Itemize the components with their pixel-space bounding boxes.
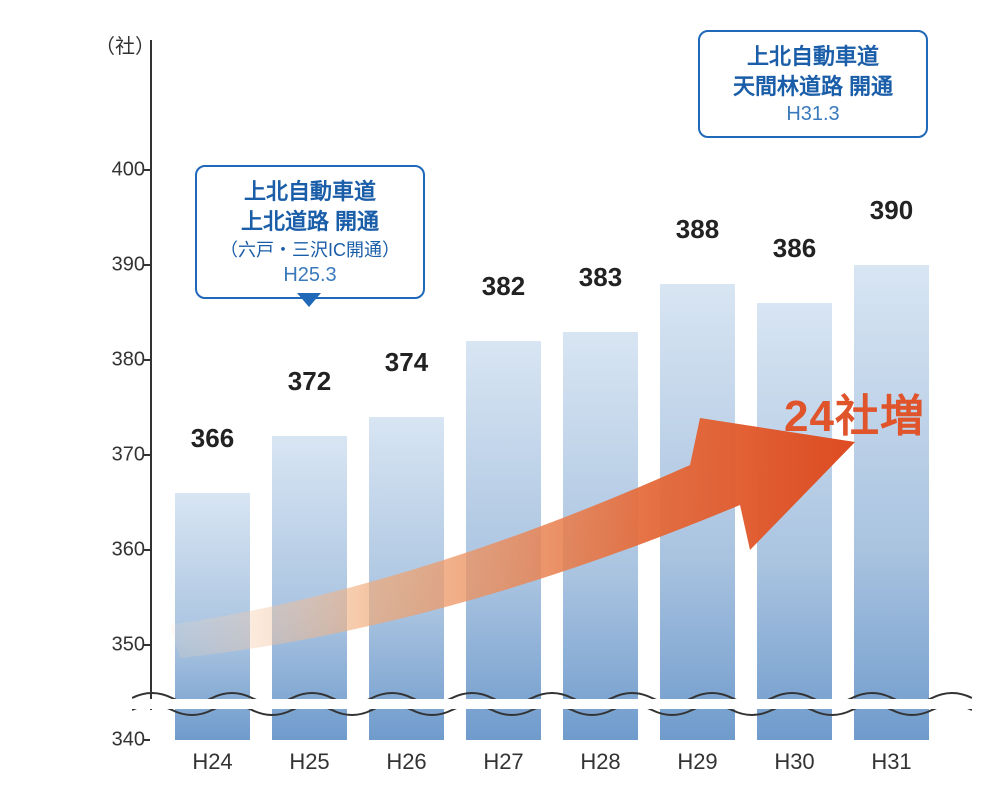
x-category-label: H29	[660, 749, 735, 775]
x-category-label: H26	[369, 749, 444, 775]
y-axis-unit-label: （社）	[95, 30, 155, 59]
growth-label: 24社増	[784, 380, 925, 444]
bar-value-label: 372	[272, 366, 347, 397]
y-tick-label: 400	[100, 159, 145, 182]
bar-value-label: 382	[466, 271, 541, 302]
callout-first-title-line2: 上北道路 開通	[213, 207, 407, 237]
callout-first-title-line1: 上北自動車道	[213, 177, 407, 207]
y-tick-label: 390	[100, 254, 145, 277]
bar-value-label: 383	[563, 262, 638, 293]
axis-break-icon	[132, 688, 972, 718]
bar-value-label: 366	[175, 423, 250, 454]
y-tick-mark	[144, 169, 150, 171]
y-tick-label: 340	[100, 729, 145, 752]
bar	[660, 284, 735, 740]
x-category-label: H24	[175, 749, 250, 775]
x-category-label: H28	[563, 749, 638, 775]
y-tick-label: 350	[100, 634, 145, 657]
y-tick-mark	[144, 264, 150, 266]
callout-second-date: H31.3	[716, 103, 910, 126]
bar	[563, 332, 638, 741]
x-category-label: H25	[272, 749, 347, 775]
callout-first: 上北自動車道 上北道路 開通 （六戸・三沢IC開通） H25.3	[195, 165, 425, 299]
x-category-label: H27	[466, 749, 541, 775]
y-tick-mark	[144, 359, 150, 361]
bar	[466, 341, 541, 740]
bar-value-label: 390	[854, 195, 929, 226]
y-tick-label: 380	[100, 349, 145, 372]
bar-value-label: 374	[369, 347, 444, 378]
callout-first-pointer-icon	[297, 293, 321, 307]
bar-value-label: 386	[757, 233, 832, 264]
x-category-label: H31	[854, 749, 929, 775]
bar	[757, 303, 832, 740]
callout-second-title-line2: 天間林道路 開通	[716, 72, 910, 102]
y-tick-label: 360	[100, 539, 145, 562]
callout-first-sub: （六戸・三沢IC開通）	[213, 236, 407, 262]
y-tick-label: 370	[100, 444, 145, 467]
y-tick-mark	[144, 739, 150, 741]
x-category-label: H30	[757, 749, 832, 775]
callout-second: 上北自動車道 天間林道路 開通 H31.3	[698, 30, 928, 138]
callout-second-title-line1: 上北自動車道	[716, 42, 910, 72]
bar	[854, 265, 929, 740]
y-tick-mark	[144, 549, 150, 551]
callout-first-date: H25.3	[213, 264, 407, 287]
y-tick-mark	[144, 454, 150, 456]
y-tick-mark	[144, 644, 150, 646]
bar-value-label: 388	[660, 214, 735, 245]
